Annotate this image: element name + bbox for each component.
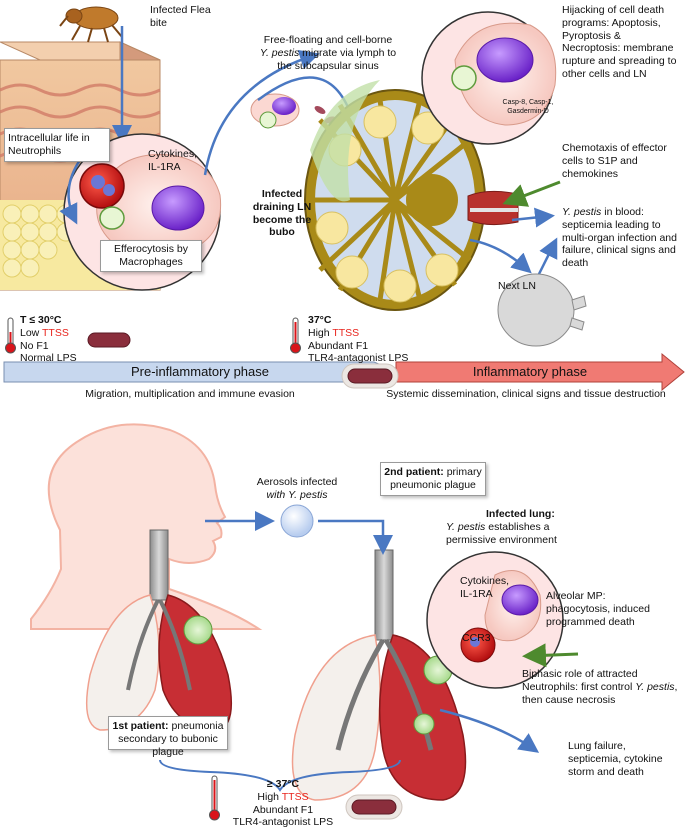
pre-phase-caption: Migration, multiplication and immune eva… [85, 388, 295, 400]
aerosols-species: Y. pestis [288, 488, 328, 501]
efferocytosis-box: Efferocytosis by Macrophages [100, 240, 202, 272]
efferocytosis-label: Efferocytosis by Macrophages [114, 243, 188, 268]
blood-label: Y. pestis in blood: septicemia leading t… [562, 206, 682, 270]
biphasic-text: Biphasic role of attracted Neutrophils: … [522, 668, 638, 693]
neutrophil-uptake-arrow [59, 159, 82, 225]
low-f1: No F1 [20, 339, 49, 352]
biphasic-species: Y. pestis [635, 680, 675, 693]
chemotaxis-label: Chemotaxis of effector cells to S1P and … [562, 142, 667, 180]
inflammatory-arrow [395, 352, 685, 392]
low-ttss-prefix: Low [20, 326, 40, 339]
thermometer-icon [209, 775, 220, 821]
next-ln-arrow [469, 238, 532, 274]
inflammatory-phase-caption: Systemic dissemination, clinical signs a… [386, 388, 666, 400]
second-patient-bold: 2nd patient: [384, 466, 444, 478]
migrating-cells [250, 93, 336, 129]
neutrophil-recruit-arrow [522, 643, 579, 668]
blood-label-text: in blood: septicemia leading to multi-or… [562, 206, 677, 270]
migration-label-pre: Free-floating and cell-borne [263, 34, 393, 46]
blood-vessel [467, 190, 519, 226]
bottom-ttss-prefix: High [257, 790, 280, 803]
bacterium-icon [345, 794, 403, 820]
high-ttss-prefix: High [308, 326, 330, 339]
bottom-ttss-row: High TTSS [228, 791, 338, 804]
caspases-label: Casp-8, Casp-1, Gasdermin-D [502, 99, 554, 115]
alveolar-label: Alveolar MP: phagocytosis, induced progr… [546, 590, 650, 628]
blood-label-species: Y. pestis [562, 206, 602, 218]
bottom-temp-value: ≥ 37°C [266, 778, 300, 790]
high-temp-block: 37°C High TTSS Abundant F1 TLR4-antagoni… [308, 314, 438, 365]
first-patient-label: 1st patient: pneumonia secondary to bubo… [111, 720, 225, 758]
infected-lung-title: Infected lung: [486, 508, 555, 520]
infected-lung-species: Y. pestis [446, 520, 486, 533]
chemotaxis-arrow [502, 180, 561, 207]
infected-lung-desc: Y. pestis establishes a permissive envir… [446, 521, 557, 546]
low-temp-value: T ≤ 30°C [20, 314, 62, 326]
thermometer-icon [290, 317, 301, 354]
pre-phase-label: Pre-inflammatory phase [131, 364, 269, 379]
first-patient-bold: 1st patient: [112, 720, 169, 732]
second-patient-label: 2nd patient: primary pneumonic plague [383, 466, 483, 492]
aerosols-line2: with Y. pestis [232, 489, 362, 502]
curly-brace [159, 759, 401, 792]
migration-label: Free-floating and cell-borne Y. pestis m… [258, 34, 398, 72]
low-ttss-row: Low TTSS [20, 327, 90, 340]
cytokines-label: Cytokines, IL-1RA [148, 148, 198, 173]
bacterium-icon [341, 363, 399, 389]
first-patient-box: 1st patient: pneumonia secondary to bubo… [108, 716, 228, 758]
bacterium-icon [87, 332, 131, 348]
aerosol-droplet [280, 504, 314, 538]
ccr3-label: CCR3 [462, 632, 491, 644]
blood-arrow [511, 207, 555, 228]
lung-cytokines-label: Cytokines, IL-1RA [460, 575, 510, 600]
thermometer-icon [5, 317, 16, 354]
biphasic-label: Biphasic role of attracted Neutrophils: … [522, 668, 678, 706]
aerosols-line1: Aerosols infected [256, 476, 338, 488]
low-lps: Normal LPS [20, 352, 77, 365]
second-patient-box: 2nd patient: primary pneumonic plague [380, 462, 486, 496]
next-ln-label: Next LN [498, 280, 536, 292]
lymph-migration-arrow [203, 49, 320, 176]
high-lps: TLR4-antagonist LPS [308, 352, 409, 365]
neutrophil-label-box: Intracellular life in Neutrophils [4, 128, 110, 162]
cell-death-circle [421, 11, 557, 145]
low-ttss: TTSS [42, 326, 69, 339]
migration-label-post: migrate via lymph to the subcapsular sin… [277, 46, 397, 72]
low-temp-block: T ≤ 30°C Low TTSS No F1 Normal LPS [20, 314, 90, 365]
neutrophil-label: Intracellular life in Neutrophils [8, 132, 90, 157]
inhale-arrow [318, 519, 393, 555]
biphasic-end: , then cause necrosis [522, 680, 678, 706]
aerosols-with: with [266, 488, 286, 501]
lung-failure-arrow [439, 708, 540, 753]
second-patient-lungs [291, 549, 467, 801]
bottom-temp-block: ≥ 37°C High TTSS Abundant F1 TLR4-antago… [228, 778, 338, 829]
flea-bite-label: Infected Flea bite [150, 4, 211, 29]
high-temp-value: 37°C [308, 314, 332, 326]
high-ttss: TTSS [332, 326, 360, 339]
next-ln-shape [497, 273, 587, 347]
migration-label-species: Y. pestis [259, 46, 300, 59]
bottom-ttss: TTSS [281, 790, 309, 803]
lung-failure-label: Lung failure, septicemia, cytokine storm… [568, 740, 663, 778]
infected-lung-text: establishes a permissive environment [446, 520, 557, 546]
bottom-lps: TLR4-antagonist LPS [232, 816, 334, 829]
bottom-f1: Abundant F1 [252, 803, 314, 816]
inflammatory-phase-label: Inflammatory phase [472, 364, 588, 379]
high-ttss-row: High TTSS [308, 327, 438, 340]
high-f1: Abundant F1 [308, 339, 369, 352]
bubo-label: Infected draining LN become the bubo [252, 188, 312, 239]
first-patient-text: pneumonia secondary to bubonic plague [118, 720, 224, 758]
second-patient-text: primary pneumonic plague [390, 466, 482, 491]
aerosols-label: Aerosols infected with Y. pestis [232, 476, 362, 502]
hijacking-label: Hijacking of cell death programs: Apopto… [562, 4, 677, 80]
infected-lung-label: Infected lung: Y. pestis establishes a p… [446, 508, 576, 546]
lymph-node [304, 80, 486, 311]
flea-icon [59, 6, 123, 43]
human-head-profile [30, 423, 263, 630]
